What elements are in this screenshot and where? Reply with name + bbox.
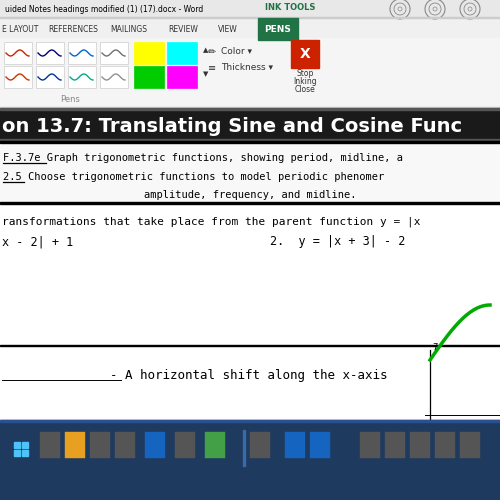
- Bar: [22, 450, 28, 456]
- Bar: [134, 66, 164, 88]
- Bar: [310, 432, 330, 458]
- Bar: [0, 420, 500, 500]
- Bar: [0, 108, 500, 141]
- Bar: [65, 432, 85, 458]
- Bar: [145, 432, 165, 458]
- Bar: [100, 42, 128, 64]
- Bar: [243, 430, 245, 466]
- Bar: [134, 42, 164, 64]
- Text: PENS: PENS: [264, 24, 291, 34]
- Bar: [250, 432, 270, 458]
- Text: F.3.7e Graph trigonometric functions, showing period, midline, a: F.3.7e Graph trigonometric functions, sh…: [3, 153, 403, 163]
- Bar: [0, 107, 500, 108]
- Bar: [22, 442, 28, 448]
- Text: Color ▾: Color ▾: [221, 48, 252, 56]
- Bar: [0, 18, 500, 40]
- Bar: [68, 42, 96, 64]
- Text: ransformations that take place from the parent function y = |x: ransformations that take place from the …: [2, 217, 420, 227]
- Bar: [0, 430, 40, 480]
- Bar: [435, 432, 455, 458]
- Text: ≡: ≡: [208, 63, 216, 73]
- Bar: [0, 203, 500, 423]
- Text: Thickness ▾: Thickness ▾: [221, 64, 273, 72]
- Bar: [410, 432, 430, 458]
- Text: ▼: ▼: [203, 71, 208, 77]
- Bar: [285, 432, 305, 458]
- Bar: [175, 432, 195, 458]
- Bar: [14, 450, 20, 456]
- Bar: [205, 432, 225, 458]
- Text: on 13.7: Translating Sine and Cosine Func: on 13.7: Translating Sine and Cosine Fun…: [2, 116, 462, 136]
- Text: ✏: ✏: [208, 47, 216, 57]
- Text: Inking: Inking: [293, 76, 317, 86]
- Text: 2.5 Choose trigonometric functions to model periodic phenomer: 2.5 Choose trigonometric functions to mo…: [3, 172, 384, 182]
- Bar: [40, 432, 60, 458]
- Bar: [36, 66, 64, 88]
- Bar: [167, 66, 197, 88]
- Bar: [258, 18, 298, 40]
- Text: amplitude, frequency, and midline.: amplitude, frequency, and midline.: [144, 190, 356, 200]
- Bar: [0, 108, 500, 110]
- Bar: [0, 17, 500, 18]
- Bar: [4, 66, 32, 88]
- Text: Stop: Stop: [296, 68, 314, 78]
- Bar: [0, 202, 500, 203]
- Text: x - 2| + 1: x - 2| + 1: [2, 236, 73, 248]
- Text: MAILINGS: MAILINGS: [110, 24, 147, 34]
- Text: VIEW: VIEW: [218, 24, 238, 34]
- Text: Close: Close: [294, 86, 316, 94]
- Text: REVIEW: REVIEW: [168, 24, 198, 34]
- Bar: [0, 38, 500, 108]
- Text: _______________: _______________: [2, 368, 122, 382]
- Bar: [0, 345, 500, 346]
- Bar: [100, 66, 128, 88]
- Bar: [0, 141, 500, 203]
- Text: ▲: ▲: [203, 47, 208, 53]
- Text: REFERENCES: REFERENCES: [48, 24, 98, 34]
- Bar: [14, 442, 20, 448]
- Bar: [0, 420, 500, 422]
- Text: E LAYOUT: E LAYOUT: [2, 24, 38, 34]
- Bar: [68, 66, 96, 88]
- Text: uided Notes headings modified (1) (17).docx - Word: uided Notes headings modified (1) (17).d…: [5, 4, 203, 14]
- Bar: [36, 42, 64, 64]
- Text: X: X: [300, 47, 310, 61]
- Text: INK TOOLS: INK TOOLS: [265, 3, 315, 12]
- Bar: [360, 432, 380, 458]
- Bar: [0, 141, 500, 142]
- Bar: [0, 139, 500, 141]
- Bar: [0, 0, 500, 18]
- Bar: [291, 40, 319, 68]
- Bar: [115, 432, 135, 458]
- Text: 7: 7: [432, 344, 438, 352]
- Bar: [167, 42, 197, 64]
- Text: 2.  y = |x + 3| - 2: 2. y = |x + 3| - 2: [270, 236, 406, 248]
- Text: - A horizontal shift along the x-axis: - A horizontal shift along the x-axis: [110, 368, 388, 382]
- Bar: [460, 432, 480, 458]
- Bar: [385, 432, 405, 458]
- Bar: [4, 42, 32, 64]
- Text: Pens: Pens: [60, 96, 80, 104]
- Bar: [90, 432, 110, 458]
